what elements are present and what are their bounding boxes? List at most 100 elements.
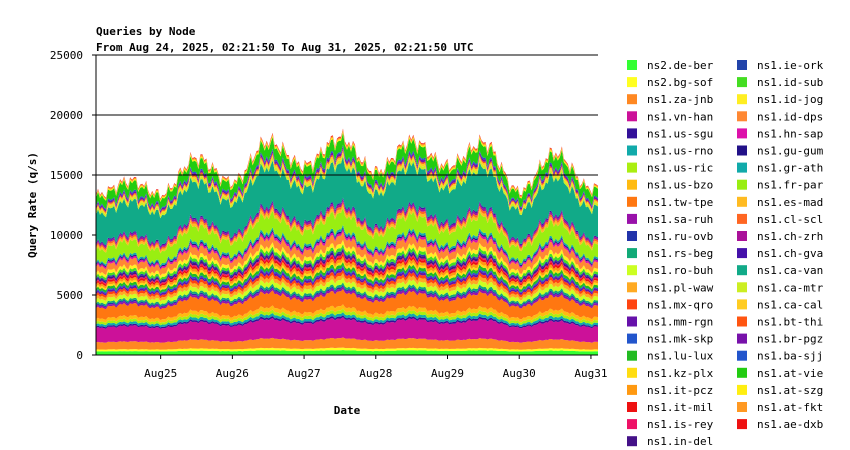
legend-label: ns1.it-mil <box>647 401 713 414</box>
area-ns1.us-sgu <box>96 315 598 329</box>
area-ns1.us-bzo <box>96 304 598 323</box>
legend-swatch <box>627 419 637 430</box>
legend-label: ns1.at-fkt <box>757 401 823 414</box>
y-tick-label: 15000 <box>50 169 83 182</box>
legend-label: ns2.bg-sof <box>647 76 713 89</box>
legend-swatch <box>627 316 637 327</box>
legend-label: ns1.in-del <box>647 435 713 448</box>
area-ns1.id-dps <box>96 231 598 276</box>
legend-swatch <box>737 77 747 88</box>
area-ns2.de-ber <box>96 350 598 355</box>
area-ns1.fr-par <box>96 207 598 266</box>
area-ns1.lu-lux <box>96 261 598 294</box>
area-ns1.hn-sap <box>96 228 598 270</box>
legend-label: ns2.de-ber <box>647 59 714 72</box>
x-tick-label: Aug29 <box>431 367 464 380</box>
legend-label: ns1.sa-ruh <box>647 213 713 226</box>
area-ns1.rs-beg <box>96 282 598 307</box>
legend-label: ns1.bt-thi <box>757 316 823 329</box>
legend-label: ns1.za-jnb <box>647 93 713 106</box>
legend-swatch <box>627 299 637 310</box>
legend-swatch <box>737 282 747 293</box>
y-tick-label: 5000 <box>57 289 84 302</box>
x-tick-label: Aug25 <box>144 367 177 380</box>
legend-label: ns1.ru-ovb <box>647 230 713 243</box>
legend-swatch <box>737 111 747 122</box>
legend-label: ns1.ca-van <box>757 264 823 277</box>
area-ns1.mx-qro <box>96 269 598 299</box>
area-ns1.ru-ovb <box>96 284 598 308</box>
area-ns1.gr-ath <box>96 224 598 267</box>
legend-label: ns1.at-vie <box>757 367 823 380</box>
legend-swatch <box>627 94 637 105</box>
legend-swatch <box>627 350 637 361</box>
axes: 0 5000 10000 15000 20000 25000 Aug25 Aug26 Aug27… <box>50 49 608 380</box>
legend-swatch <box>627 111 637 122</box>
legend-swatch <box>737 179 747 190</box>
legend-label: ns1.us-rno <box>647 145 713 158</box>
area-ns1.it-mil <box>96 253 598 287</box>
legend-label: ns1.kz-plx <box>647 367 714 380</box>
legend-swatch <box>627 436 637 447</box>
area-ns1.kz-plx <box>96 259 598 291</box>
legend-swatch <box>737 265 747 276</box>
legend-label: ns1.cl-scl <box>757 213 823 226</box>
area-ns1.us-rno <box>96 312 598 328</box>
area-ns1.is-rey <box>96 251 598 285</box>
plot-area <box>96 128 598 355</box>
area-ns1.mm-rgn <box>96 267 598 297</box>
legend-label: ns1.gr-ath <box>757 162 823 175</box>
legend-label: ns1.is-rey <box>647 418 714 431</box>
legend-swatch <box>737 231 747 241</box>
area-ns1.mk-skp <box>96 265 598 295</box>
legend-label: ns1.lu-lux <box>647 350 714 363</box>
area-ns1.id-jog <box>96 239 598 279</box>
legend-swatch <box>737 162 747 173</box>
legend-swatch <box>737 402 747 412</box>
legend-swatch <box>737 316 747 327</box>
legend-swatch <box>627 213 637 224</box>
legend-swatch <box>737 248 747 259</box>
legend-swatch <box>737 145 747 156</box>
legend-label: ns1.ae-dxb <box>757 418 823 431</box>
legend-swatch <box>627 367 637 378</box>
legend-label: ns1.ie-ork <box>757 59 824 72</box>
x-tick-label: Aug28 <box>359 367 392 380</box>
legend-swatch <box>627 145 637 156</box>
area-ns1.za-jnb <box>96 337 598 350</box>
legend-label: ns1.pl-waw <box>647 281 714 294</box>
legend-swatch <box>627 196 637 207</box>
legend-swatch <box>737 213 747 224</box>
area-ns1.gu-gum <box>96 227 598 269</box>
y-tick-label: 25000 <box>50 49 83 62</box>
legend-swatch <box>737 384 747 395</box>
area-ns1.ae-dxb <box>96 128 598 200</box>
legend-swatch <box>737 196 747 207</box>
legend-label: ns1.fr-par <box>757 179 824 192</box>
area-ns1.cl-scl <box>96 201 598 252</box>
legend-swatch <box>627 402 637 412</box>
legend-swatch <box>737 128 747 139</box>
chart-subtitle: From Aug 24, 2025, 02:21:50 To Aug 31, 2… <box>96 41 474 54</box>
y-tick-label: 0 <box>76 349 83 362</box>
legend-label: ns1.rs-beg <box>647 247 713 260</box>
legend-label: ns1.es-mad <box>757 196 823 209</box>
legend-label: ns1.tw-tpe <box>647 196 713 209</box>
legend-label: ns1.us-bzo <box>647 179 713 192</box>
legend-swatch <box>627 265 637 276</box>
legend-label: ns1.us-sgu <box>647 127 713 140</box>
legend-label: ns1.br-pgz <box>757 333 823 346</box>
legend-swatch <box>627 248 637 259</box>
legend-label: ns1.ba-sjj <box>757 350 823 363</box>
legend: ns2.de-ber ns2.bg-sof ns1.za-jnb ns1.vn-han… <box>627 59 824 448</box>
legend-label: ns1.ro-buh <box>647 264 713 277</box>
area-ns1.es-mad <box>96 204 598 254</box>
area-ns1.br-pgz <box>96 146 598 213</box>
area-ns1.ie-ork <box>96 247 598 283</box>
area-ns1.ca-van <box>96 156 598 247</box>
x-tick-label: Aug26 <box>216 367 249 380</box>
y-tick-label: 10000 <box>50 229 83 242</box>
legend-swatch <box>737 350 747 361</box>
area-ns1.pl-waw <box>96 273 598 302</box>
